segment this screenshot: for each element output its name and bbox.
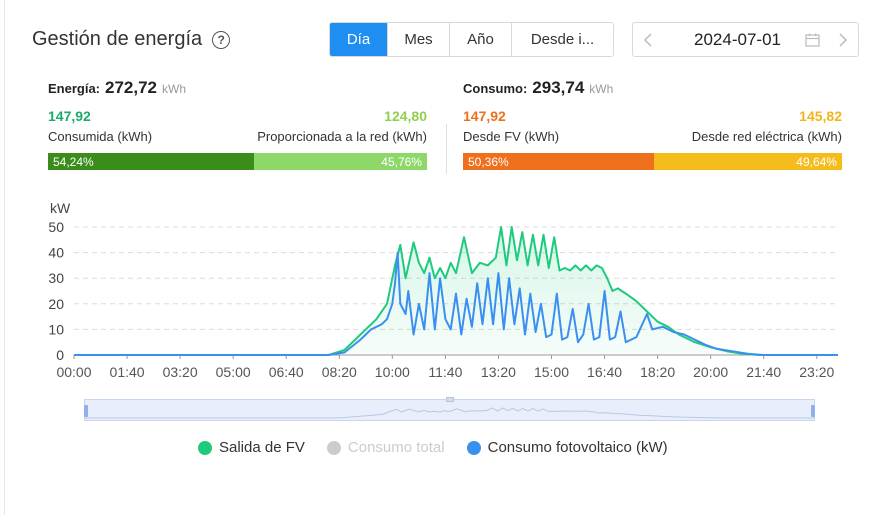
calendar-icon[interactable]	[802, 32, 822, 48]
zoom-slider[interactable]	[84, 397, 815, 421]
y-tick-label: 30	[48, 270, 64, 286]
chevron-right-icon[interactable]	[828, 32, 858, 47]
from-pv-value: 147,92	[463, 108, 506, 124]
legend-pv-output[interactable]: Salida de FV	[198, 439, 305, 456]
energy-values: 147,92 124,80	[48, 98, 427, 124]
slider-handle-left[interactable]	[84, 405, 88, 417]
from-grid-label: Desde red eléctrica (kWh)	[691, 129, 842, 144]
chart-legend: Salida de FV Consumo total Consumo fotov…	[198, 439, 668, 456]
energy-label: Energía:	[48, 81, 101, 96]
date-picker: 2024-07-01	[632, 22, 859, 57]
page-title: Gestión de energía ?	[32, 28, 231, 51]
slider-grip[interactable]	[446, 397, 454, 402]
grid-percent: 45,76%	[253, 153, 427, 170]
chevron-left-icon[interactable]	[633, 32, 663, 47]
slider-preview	[85, 407, 814, 419]
x-tick-label: 10:00	[375, 364, 410, 380]
legend-pv-consumption[interactable]: Consumo fotovoltaico (kW)	[466, 439, 668, 456]
from-pv-percent: 50,36%	[463, 153, 654, 170]
x-tick-label: 23:20	[799, 364, 834, 380]
x-tick-label: 15:00	[534, 364, 569, 380]
period-tabs: Día Mes Año Desde i...	[329, 22, 614, 57]
x-tick-label: 18:20	[640, 364, 675, 380]
tab-day[interactable]: Día	[330, 23, 387, 56]
x-tick-label: 11:40	[428, 364, 462, 380]
energy-header: Energía: 272,72 kWh	[48, 78, 427, 98]
consumed-value: 147,92	[48, 108, 91, 124]
legend-dot-pv-consumption	[466, 440, 481, 455]
x-tick-label: 00:00	[56, 364, 91, 380]
consumed-label: Consumida (kWh)	[48, 129, 153, 144]
y-tick-label: 20	[48, 296, 64, 312]
consumption-summary: Consumo: 293,74 kWh 147,92 145,82 Desde …	[463, 78, 842, 170]
power-chart[interactable]: kW 0 10 20 30 40 50 00:00 01:40 03:20 05:00 06:40 08…	[0, 195, 882, 390]
energy-summary: Energía: 272,72 kWh 147,92 124,80 Consum…	[48, 78, 427, 170]
slider-handle-right[interactable]	[811, 405, 815, 417]
panel-border	[4, 0, 5, 515]
series-area-pv-output	[74, 227, 838, 355]
series-line-pv-output	[74, 226, 838, 356]
consumption-header: Consumo: 293,74 kWh	[463, 78, 842, 98]
x-tick-label: 08:20	[322, 364, 357, 380]
consumption-unit: kWh	[589, 82, 614, 96]
legend-label-total-consumption: Consumo total	[347, 439, 445, 456]
grid-value: 124,80	[384, 108, 427, 124]
legend-label-pv-consumption: Consumo fotovoltaico (kW)	[487, 439, 668, 456]
grid-label: Proporcionada a la red (kWh)	[257, 129, 427, 144]
x-tick-label: 20:00	[693, 364, 728, 380]
y-tick-label: 40	[48, 245, 64, 261]
legend-total-consumption[interactable]: Consumo total	[326, 439, 445, 456]
legend-dot-total-consumption	[326, 440, 341, 455]
x-tick-label: 13:20	[481, 364, 516, 380]
legend-dot-pv-output	[198, 440, 212, 455]
question-circle-icon[interactable]: ?	[212, 30, 231, 49]
date-value[interactable]: 2024-07-01	[694, 29, 781, 49]
x-tick-label: 16:40	[587, 364, 622, 380]
consumption-label: Consumo:	[463, 81, 528, 96]
x-tick-label: 21:40	[746, 364, 781, 380]
energy-unit: kWh	[162, 82, 187, 96]
energy-labels: Consumida (kWh) Proporcionada a la red (…	[48, 124, 427, 144]
consumption-total: 293,74	[532, 78, 585, 97]
x-tick-label: 01:40	[110, 364, 145, 380]
legend-label-pv-output: Salida de FV	[219, 439, 305, 456]
tab-since-install[interactable]: Desde i...	[511, 23, 613, 56]
from-grid-value: 145,82	[799, 108, 842, 124]
y-tick-label: 10	[48, 321, 64, 337]
consumption-values: 147,92 145,82	[463, 98, 842, 124]
x-tick-label: 03:20	[163, 364, 198, 380]
y-tick-label: 0	[56, 347, 64, 363]
consumed-percent: 54,24%	[48, 153, 254, 170]
summary-divider	[446, 124, 447, 174]
from-grid-percent: 49,64%	[653, 153, 842, 170]
y-tick-label: 50	[48, 219, 64, 235]
energy-total: 272,72	[105, 78, 158, 97]
tab-year[interactable]: Año	[449, 23, 511, 56]
consumption-split-bar: 50,36% 49,64%	[463, 153, 842, 170]
tab-month[interactable]: Mes	[387, 23, 449, 56]
x-tick-label: 06:40	[269, 364, 304, 380]
page-title-text: Gestión de energía	[32, 28, 203, 50]
series-line-pv-consumption	[74, 251, 838, 356]
y-axis-label: kW	[50, 200, 71, 216]
energy-split-bar: 54,24% 45,76%	[48, 153, 427, 170]
consumption-labels: Desde FV (kWh) Desde red eléctrica (kWh)	[463, 124, 842, 144]
x-tick-label: 05:00	[216, 364, 251, 380]
from-pv-label: Desde FV (kWh)	[463, 129, 560, 144]
